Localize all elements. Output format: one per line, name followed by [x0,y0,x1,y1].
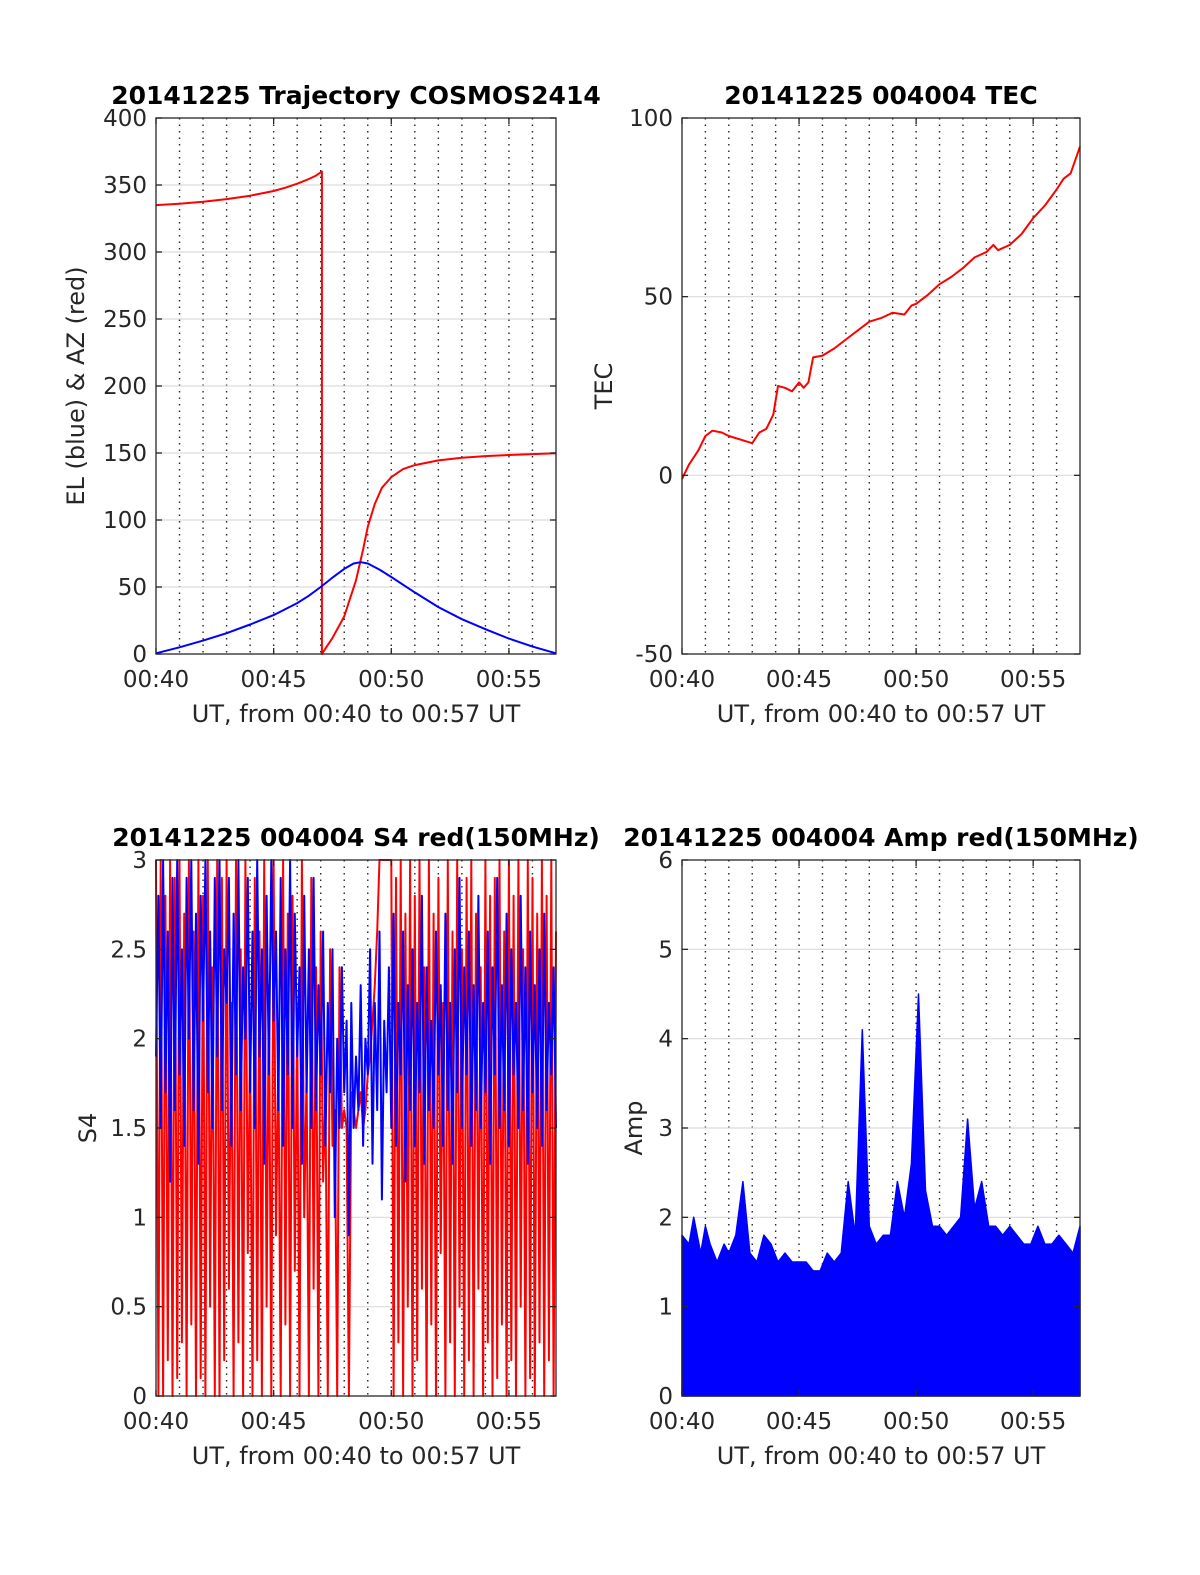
y-tick-label: 6 [658,848,673,874]
ticks: 00:40 00:45 00:50 00:55 0 1 2 3 4 5 6 [649,848,1080,1435]
series-marks [155,859,557,1397]
x-tick-label: 00:55 [476,667,542,693]
y-tick-label: 5 [658,937,673,963]
y-tick-label: 2.5 [110,937,147,963]
axes-box [681,117,1081,655]
y-tick-label: 300 [103,240,147,266]
y-tick-label: -50 [635,642,673,668]
chart-title: 20141225 004004 Amp red(150MHz) [623,823,1139,852]
y-tick-label: 400 [103,106,147,132]
y-tick-label: 0 [658,1384,673,1410]
chart-title: 20141225 Trajectory COSMOS2414 [111,81,601,110]
series-marks [155,170,557,655]
y-tick-label: 3 [658,1116,673,1142]
x-tick-label: 00:45 [766,1409,832,1435]
y-tick-label: 4 [658,1027,673,1053]
y-tick-label: 250 [103,307,147,333]
y-tick-label: 2 [658,1205,673,1231]
x-axis-label: UT, from 00:40 to 00:57 UT [192,1442,521,1470]
series-marks [681,146,1081,480]
chart-tec: 00:40 00:45 00:50 00:55 -50 0 50 100 20141225 0… [590,81,1081,728]
ticks: 00:40 00:45 00:50 00:55 0 50 100 150 200 250 300 35… [103,106,556,693]
y-tick-label: 200 [103,374,147,400]
y-tick-label: 150 [103,441,147,467]
y-tick-label: 1 [658,1295,673,1321]
y-tick-label: 0 [132,642,147,668]
y-tick-label: 350 [103,173,147,199]
x-tick-label: 00:50 [358,667,424,693]
chart-title: 20141225 004004 TEC [724,81,1037,110]
chart-s4: 00:40 00:45 00:50 00:55 0 0.5 1 1.5 2 2.5 3 201412… [74,823,600,1470]
ticks: 00:40 00:45 00:50 00:55 -50 0 50 100 [629,106,1080,693]
y-tick-label: 0 [658,463,673,489]
x-tick-label: 00:55 [476,1409,542,1435]
x-tick-label: 00:45 [240,667,306,693]
y-tick-label: 1 [132,1205,147,1231]
y-axis-label: EL (blue) & AZ (red) [62,266,90,505]
plot-area [682,118,1080,654]
chart-amp: 00:40 00:45 00:50 00:55 0 1 2 3 4 5 6 20141225 004… [620,823,1139,1470]
x-tick-label: 00:55 [1000,667,1066,693]
y-tick-label: 0 [132,1384,147,1410]
grid [156,118,556,654]
x-tick-label: 00:40 [649,667,715,693]
x-tick-label: 00:45 [240,1409,306,1435]
y-tick-label: 50 [118,575,147,601]
y-tick-label: 0.5 [110,1295,147,1321]
x-tick-label: 00:40 [123,1409,189,1435]
y-tick-label: 50 [644,285,673,311]
x-tick-label: 00:50 [883,667,949,693]
series-line-1 [155,561,557,655]
y-tick-label: 100 [629,106,673,132]
y-axis-label: S4 [74,1113,102,1144]
x-axis-label: UT, from 00:40 to 00:57 UT [192,700,521,728]
x-tick-label: 00:50 [358,1409,424,1435]
series-line-0 [155,170,557,655]
x-tick-label: 00:40 [649,1409,715,1435]
ticks: 00:40 00:45 00:50 00:55 0 0.5 1 1.5 2 2.5 3 [110,848,556,1435]
y-axis-label: TEC [590,363,618,411]
x-tick-label: 00:55 [1000,1409,1066,1435]
y-tick-label: 2 [132,1027,147,1053]
x-axis-label: UT, from 00:40 to 00:57 UT [717,1442,1046,1470]
y-axis-label: Amp [620,1100,648,1155]
chart-title: 20141225 004004 S4 red(150MHz) [112,823,600,852]
chart-trajectory: 00:40 00:45 00:50 00:55 0 50 100 150 200 250 300 35… [62,81,601,728]
series-marks [681,993,1081,1397]
x-axis-label: UT, from 00:40 to 00:57 UT [717,700,1046,728]
series-line-1 [155,859,557,1237]
y-tick-label: 3 [132,848,147,874]
y-tick-label: 100 [103,508,147,534]
series-line-0 [681,146,1081,480]
x-tick-label: 00:40 [123,667,189,693]
x-tick-label: 00:50 [883,1409,949,1435]
grid [682,118,1080,654]
y-tick-label: 1.5 [110,1116,147,1142]
x-tick-label: 00:45 [766,667,832,693]
series-area-0 [681,993,1081,1397]
